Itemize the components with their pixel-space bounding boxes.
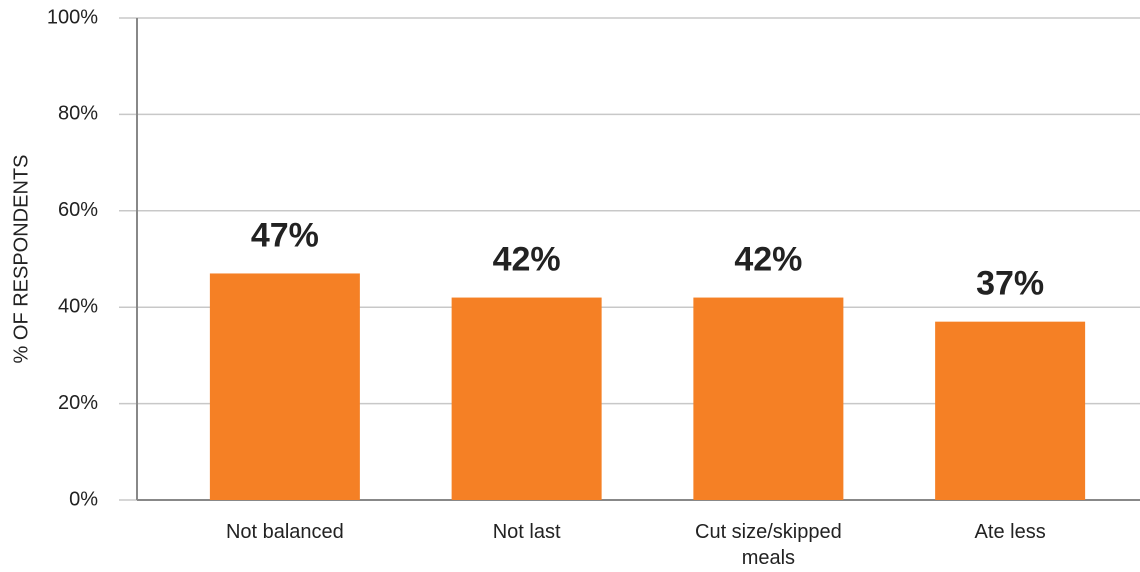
y-tick-label: 0% [69, 488, 98, 510]
y-tick-label: 60% [58, 199, 98, 221]
x-tick-label: Cut size/skipped meals [695, 521, 842, 569]
y-axis-label: % OF RESPONDENTS [10, 155, 32, 364]
bar [209, 273, 360, 500]
x-tick-label: Not balanced [225, 521, 344, 543]
bar [935, 321, 1086, 500]
value-label: 37% [976, 265, 1044, 303]
y-tick-label: 20% [58, 392, 98, 414]
y-tick-label: 80% [58, 103, 98, 125]
bar [451, 297, 602, 500]
value-label: 47% [251, 216, 319, 254]
y-tick-label: 40% [58, 295, 98, 317]
y-tick-label: 100% [47, 6, 98, 28]
value-label: 42% [493, 241, 561, 279]
bar [693, 297, 844, 500]
x-tick-label: Not last [492, 521, 561, 543]
value-label: 42% [734, 241, 802, 279]
x-tick-label: Ate less [974, 521, 1046, 543]
